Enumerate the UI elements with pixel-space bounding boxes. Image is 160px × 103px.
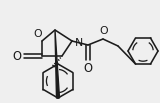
Text: N: N [75, 38, 83, 48]
Text: O: O [100, 26, 108, 36]
Text: O: O [84, 61, 92, 74]
Text: O: O [12, 50, 21, 63]
Text: O: O [34, 29, 42, 39]
Polygon shape [55, 30, 60, 98]
